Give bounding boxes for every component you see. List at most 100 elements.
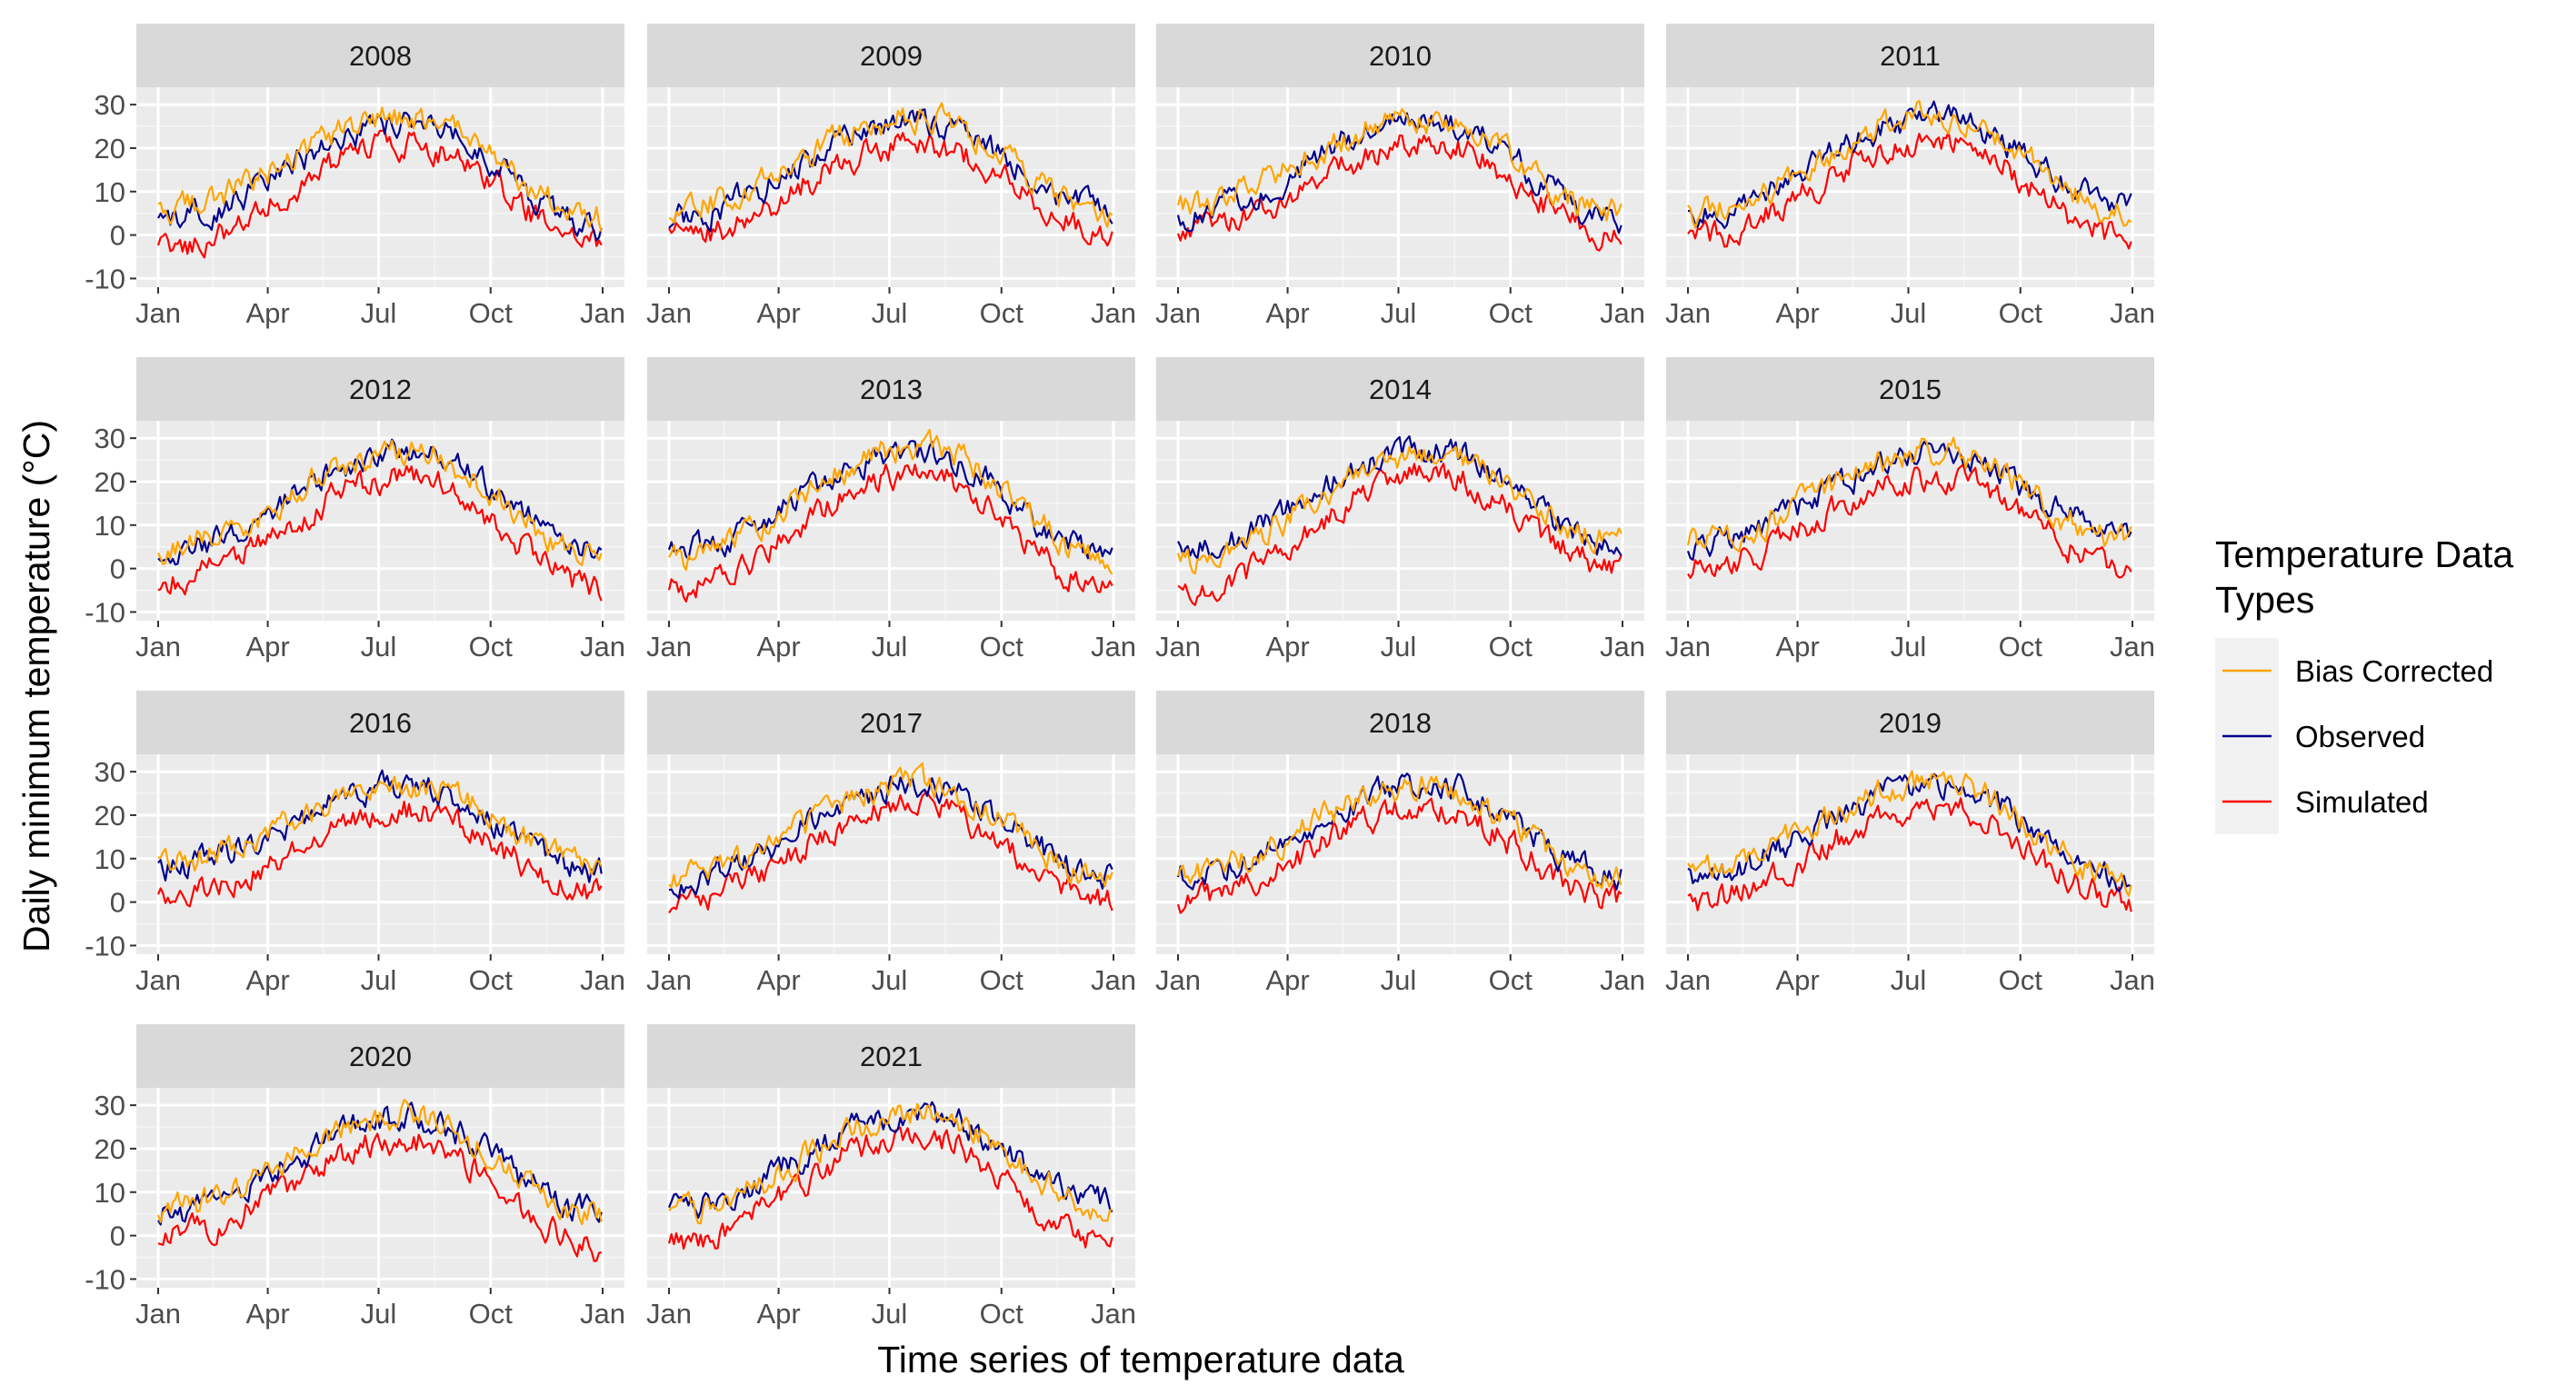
y-tick-label: 30: [95, 1090, 125, 1121]
x-tick-label: Jan: [2110, 631, 2155, 663]
facet-panel-2021: 2021 Jan Apr Jul Oct Jan: [646, 1024, 1136, 1330]
x-tick-label: Jan: [646, 964, 692, 996]
x-tick-label: Apr: [245, 631, 289, 663]
facet-strip-label: 2017: [860, 707, 923, 739]
x-tick-label: Jan: [646, 1298, 692, 1330]
series-line-simulated: [1177, 463, 1622, 606]
y-tick-label: 10: [95, 176, 125, 208]
facet-panel-2014: 2014 Jan Apr Jul Oct Jan: [1155, 357, 1645, 663]
facet-strip-label: 2013: [860, 374, 923, 405]
facet-strip-label: 2018: [1369, 707, 1432, 739]
x-tick-label: Jul: [1891, 297, 1927, 329]
y-tick-label: 10: [95, 510, 125, 542]
facet-strip-label: 2019: [1879, 707, 1942, 739]
facet-panel-2019: 2019 Jan Apr Jul Oct Jan: [1665, 691, 2155, 996]
facet-panel-2013: 2013 Jan Apr Jul Oct Jan: [646, 357, 1136, 663]
x-tick-label: Jul: [361, 1298, 397, 1330]
y-tick-label: 0: [110, 887, 125, 919]
series-line-bias-corrected: [668, 1102, 1113, 1225]
y-tick-label: 10: [95, 843, 125, 875]
facet-panel-2012: 2012 -10 0 10 20 30 Jan Apr Jul Oct Jan: [85, 357, 625, 663]
facet-panels: 2008 -10 0 10 20 30 Jan Apr Jul Oct Jan 2009 Jan Apr J…: [85, 24, 2155, 1330]
x-tick-label: Apr: [245, 1298, 289, 1330]
facet-strip-label: 2021: [860, 1041, 923, 1072]
plot-background: [647, 421, 1135, 621]
facet-strip-label: 2020: [349, 1041, 412, 1072]
facet-strip-label: 2011: [1880, 40, 1941, 72]
x-tick-label: Jul: [872, 631, 908, 663]
x-tick-label: Oct: [1999, 297, 2043, 329]
x-tick-label: Jan: [1091, 631, 1136, 663]
y-tick-label: 20: [95, 800, 125, 832]
x-tick-label: Jan: [135, 1298, 181, 1330]
x-tick-label: Jul: [1381, 297, 1417, 329]
plot-background: [647, 1088, 1135, 1288]
x-tick-label: Oct: [469, 297, 514, 329]
series-line-bias-corrected: [156, 1099, 603, 1226]
x-tick-label: Jan: [1600, 631, 1645, 663]
x-tick-label: Oct: [1999, 631, 2043, 663]
x-tick-label: Oct: [1489, 297, 1533, 329]
y-tick-label: 30: [95, 756, 125, 788]
x-tick-label: Apr: [1775, 631, 1819, 663]
y-tick-label: 0: [110, 220, 125, 252]
y-tick-label: -10: [85, 596, 125, 628]
legend-item-bias-corrected: Bias Corrected: [2215, 638, 2493, 703]
x-tick-label: Oct: [1999, 964, 2043, 996]
facet-strip: [647, 357, 1135, 421]
x-tick-label: Apr: [245, 964, 289, 996]
series-line-simulated: [157, 1132, 603, 1262]
y-tick-label: 0: [110, 1221, 125, 1252]
series-line-bias-corrected: [1176, 445, 1622, 575]
series-line-bias-corrected: [157, 775, 603, 876]
facet-strip-label: 2012: [349, 374, 412, 405]
series-line-simulated: [1687, 131, 2132, 250]
y-tick-label: 0: [110, 553, 125, 585]
facet-strip: [647, 1024, 1135, 1088]
x-tick-label: Apr: [245, 297, 289, 329]
x-tick-label: Jan: [646, 631, 692, 663]
facet-strip: [1156, 24, 1644, 87]
facet-strip: [136, 24, 624, 87]
facet-strip: [1156, 357, 1644, 421]
x-tick-label: Jul: [361, 297, 397, 329]
facet-strip: [1666, 357, 2154, 421]
series-line-bias-corrected: [1176, 107, 1622, 222]
series-line-simulated: [157, 464, 603, 602]
series-line-simulated: [1687, 463, 2132, 579]
x-tick-label: Jan: [1665, 964, 1711, 996]
x-tick-label: Jan: [1155, 297, 1201, 329]
plot-background: [1666, 87, 2154, 287]
x-tick-label: Oct: [980, 631, 1024, 663]
facet-strip-label: 2010: [1369, 40, 1432, 72]
legend-item-simulated: Simulated: [2215, 769, 2429, 834]
facet-panel-2009: 2009 Jan Apr Jul Oct Jan: [646, 24, 1136, 329]
gridlines: [1156, 87, 1644, 287]
series-line-simulated: [667, 1126, 1113, 1251]
x-tick-label: Oct: [980, 1298, 1024, 1330]
y-tick-label: 10: [95, 1177, 125, 1209]
facet-strip: [1666, 24, 2154, 87]
series-line-bias-corrected: [668, 429, 1113, 575]
facet-panel-2018: 2018 Jan Apr Jul Oct Jan: [1155, 691, 1645, 996]
x-tick-label: Jul: [1381, 964, 1417, 996]
x-tick-label: Oct: [469, 631, 514, 663]
gridlines: [1666, 421, 2154, 621]
x-tick-label: Oct: [1489, 631, 1533, 663]
facet-strip-label: 2015: [1879, 374, 1942, 405]
legend-label: Simulated: [2295, 785, 2429, 819]
x-tick-label: Jul: [361, 631, 397, 663]
x-tick-label: Apr: [1265, 964, 1309, 996]
series-line-bias-corrected: [1687, 99, 2132, 229]
legend: Temperature Data Types Bias Corrected Obs…: [2215, 533, 2513, 834]
x-tick-label: Apr: [1265, 297, 1309, 329]
facet-strip: [136, 357, 624, 421]
facet-strip: [136, 691, 624, 754]
facet-panel-2010: 2010 Jan Apr Jul Oct Jan: [1155, 24, 1645, 329]
x-tick-label: Jan: [2110, 297, 2155, 329]
x-tick-label: Jul: [1891, 964, 1927, 996]
x-tick-label: Jul: [872, 1298, 908, 1330]
gridlines: [1156, 754, 1644, 954]
facet-strip-label: 2009: [860, 40, 923, 72]
